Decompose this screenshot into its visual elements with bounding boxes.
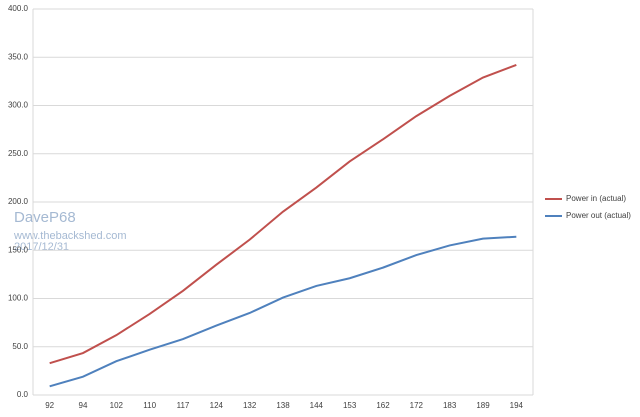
x-tick-label: 172: [410, 401, 424, 410]
x-tick-label: 132: [243, 401, 257, 410]
x-tick-label: 124: [210, 401, 224, 410]
y-tick-label: 200.0: [8, 197, 29, 206]
x-tick-label: 138: [276, 401, 290, 410]
y-tick-label: 350.0: [8, 52, 29, 61]
x-tick-label: 162: [376, 401, 390, 410]
x-tick-label: 117: [177, 401, 190, 410]
y-tick-label: 0.0: [17, 390, 29, 399]
y-tick-label: 400.0: [8, 4, 29, 13]
y-tick-label: 150.0: [8, 245, 29, 254]
y-tick-label: 300.0: [8, 101, 29, 110]
series-line: [49, 235, 517, 388]
y-tick-label: 100.0: [8, 294, 29, 303]
x-tick-label: 94: [79, 401, 88, 410]
x-tick-label: 92: [45, 401, 54, 410]
x-tick-label: 102: [110, 401, 124, 410]
x-tick-label: 183: [443, 401, 457, 410]
y-tick-label: 250.0: [8, 149, 29, 158]
x-tick-label: 194: [510, 401, 524, 410]
watermark-name: DaveP68: [14, 209, 76, 226]
x-tick-label: 144: [310, 401, 324, 410]
legend-label: Power in (actual): [566, 194, 626, 203]
x-tick-label: 153: [343, 401, 357, 410]
y-tick-label: 50.0: [12, 342, 28, 351]
series-line: [49, 64, 517, 365]
watermark-url: www.thebackshed.com: [13, 230, 127, 242]
legend-label: Power out (actual): [566, 211, 631, 220]
x-tick-label: 189: [476, 401, 490, 410]
x-tick-label: 110: [143, 401, 156, 410]
